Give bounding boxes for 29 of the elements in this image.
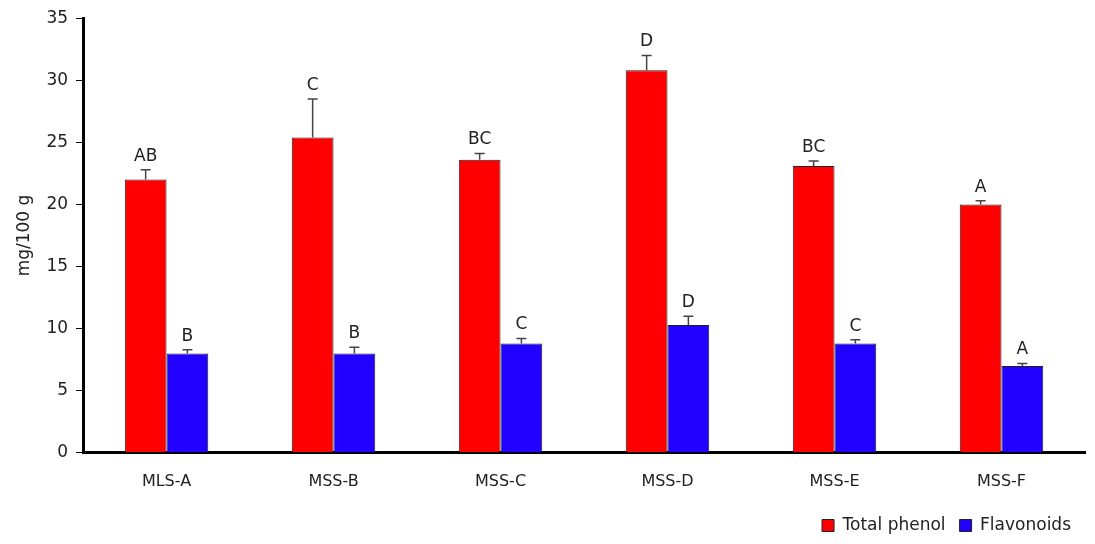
y-tick-label: 15 <box>46 254 69 275</box>
y-tick-label: 30 <box>46 68 69 89</box>
x-tick-label: MSS-B <box>308 470 359 490</box>
data-label: A <box>974 175 987 196</box>
y-tick-label: 0 <box>57 441 69 462</box>
data-label: D <box>681 291 695 312</box>
data-label: AB <box>134 144 158 165</box>
x-tick-label: MSS-E <box>809 470 860 490</box>
data-label: B <box>181 324 194 345</box>
y-tick-label: 20 <box>46 192 69 213</box>
data-label: BC <box>802 135 826 156</box>
data-label: C <box>306 73 319 94</box>
data-label: C <box>515 313 528 334</box>
y-tick-label: 5 <box>57 379 69 400</box>
x-tick-label: MSS-C <box>474 470 527 490</box>
y-tick-label: 25 <box>46 130 69 151</box>
legend-label: Flavonoids <box>980 513 1072 534</box>
data-label: D <box>640 30 654 51</box>
data-label: B <box>348 322 361 343</box>
x-tick-label: MLS-A <box>141 470 192 490</box>
x-tick-label: MSS-F <box>976 470 1027 490</box>
y-axis-title: mg/100 g <box>12 194 33 277</box>
legend-label: Total phenol <box>841 513 946 534</box>
data-label: A <box>1016 338 1029 359</box>
x-tick-label: MSS-D <box>641 470 694 490</box>
data-label: C <box>849 314 862 335</box>
data-label: BC <box>468 128 492 149</box>
y-tick-label: 35 <box>46 6 69 27</box>
y-tick-label: 10 <box>46 317 69 338</box>
